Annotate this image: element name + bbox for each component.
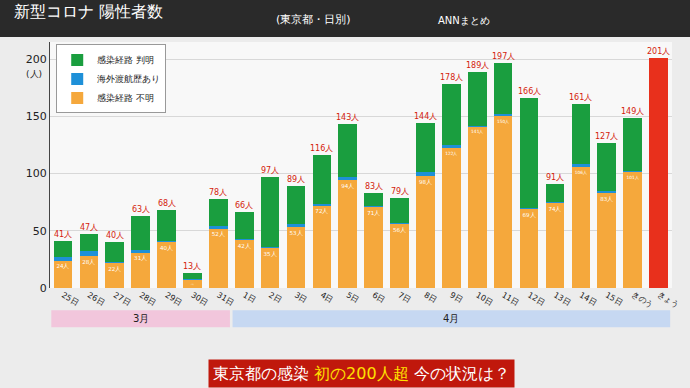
- svg-text:201人: 201人: [647, 47, 670, 56]
- svg-text:144人: 144人: [414, 112, 437, 121]
- svg-text:(東京都・日別): (東京都・日別): [276, 13, 351, 26]
- svg-text:4月: 4月: [443, 313, 459, 324]
- svg-text:10日: 10日: [474, 290, 494, 307]
- svg-text:31日: 31日: [215, 290, 235, 307]
- svg-text:3日: 3日: [293, 290, 309, 304]
- svg-text:13人: 13人: [183, 262, 201, 271]
- svg-text:6日: 6日: [371, 290, 387, 304]
- svg-text:200: 200: [26, 53, 47, 66]
- svg-text:感染経路 不明: 感染経路 不明: [97, 93, 154, 103]
- svg-text:141人: 141人: [471, 129, 483, 134]
- svg-text:68人: 68人: [158, 199, 176, 208]
- svg-text:63人: 63人: [132, 205, 150, 214]
- svg-text:きょう: きょう: [656, 290, 681, 310]
- svg-text:12日: 12日: [526, 290, 546, 307]
- svg-text:14日: 14日: [578, 290, 598, 307]
- svg-text:40人: 40人: [106, 231, 124, 240]
- svg-text:40人: 40人: [160, 245, 173, 251]
- svg-text:3月: 3月: [133, 313, 149, 324]
- svg-text:24人: 24人: [56, 263, 69, 269]
- svg-text:74人: 74人: [548, 206, 561, 212]
- svg-text:79人: 79人: [391, 187, 409, 196]
- svg-text:101人: 101人: [626, 175, 638, 180]
- svg-text:166人: 166人: [518, 87, 541, 96]
- svg-text:28人: 28人: [82, 259, 95, 265]
- svg-text:9日: 9日: [448, 290, 464, 304]
- svg-text:83人: 83人: [600, 196, 613, 202]
- svg-text:感染経路 判明: 感染経路 判明: [97, 55, 154, 65]
- svg-text:東京都の感染 初の200人超 今の状況は？: 東京都の感染 初の200人超 今の状況は？: [213, 364, 510, 383]
- svg-text:72人: 72人: [315, 208, 328, 214]
- svg-text:71人: 71人: [367, 210, 380, 216]
- svg-text:94人: 94人: [341, 183, 354, 189]
- svg-text:30日: 30日: [189, 290, 209, 307]
- svg-text:53人: 53人: [289, 230, 302, 236]
- svg-text:78人: 78人: [209, 188, 227, 197]
- svg-text:31人: 31人: [134, 255, 147, 261]
- svg-text:2日: 2日: [267, 290, 283, 304]
- svg-text:91人: 91人: [546, 173, 564, 182]
- svg-text:11日: 11日: [500, 290, 520, 307]
- svg-text:122人: 122人: [445, 151, 457, 156]
- svg-text:25日: 25日: [60, 290, 80, 307]
- svg-text:新型コロナ 陽性者数: 新型コロナ 陽性者数: [14, 2, 163, 21]
- svg-text:42人: 42人: [238, 243, 251, 249]
- svg-text:5日: 5日: [345, 290, 361, 304]
- svg-text:0: 0: [40, 282, 47, 295]
- svg-text:89人: 89人: [287, 175, 305, 184]
- svg-text:143人: 143人: [336, 113, 359, 122]
- svg-text:47人: 47人: [80, 223, 98, 232]
- svg-text:127人: 127人: [595, 132, 618, 141]
- svg-text:100: 100: [26, 167, 47, 180]
- svg-text:きのう: きのう: [630, 290, 655, 310]
- svg-text:178人: 178人: [440, 73, 463, 82]
- svg-text:ANNまとめ: ANNまとめ: [438, 15, 490, 26]
- svg-text:69人: 69人: [522, 212, 535, 218]
- svg-text:1日: 1日: [241, 290, 257, 304]
- svg-text:41人: 41人: [54, 230, 72, 239]
- svg-text:13日: 13日: [552, 290, 572, 307]
- svg-text:35人: 35人: [264, 251, 277, 257]
- svg-text:26日: 26日: [86, 290, 106, 307]
- svg-text:29日: 29日: [164, 290, 184, 307]
- svg-text:97人: 97人: [261, 166, 279, 175]
- svg-text:4日: 4日: [319, 290, 335, 304]
- svg-text:66人: 66人: [235, 201, 253, 210]
- svg-text:28日: 28日: [138, 290, 158, 307]
- svg-text:150人: 150人: [497, 119, 509, 124]
- svg-text:116人: 116人: [310, 144, 333, 153]
- svg-text:27日: 27日: [112, 290, 132, 307]
- svg-text:22人: 22人: [108, 266, 121, 272]
- svg-text:149人: 149人: [621, 107, 644, 116]
- svg-text:189人: 189人: [466, 61, 489, 70]
- svg-text:56人: 56人: [393, 227, 406, 233]
- svg-text:106人: 106人: [575, 170, 587, 175]
- svg-text:150: 150: [26, 110, 47, 123]
- svg-text:7人: 7人: [191, 283, 194, 286]
- svg-text:161人: 161人: [569, 93, 592, 102]
- svg-text:(人): (人): [26, 69, 42, 79]
- svg-text:15日: 15日: [604, 290, 624, 307]
- svg-text:197人: 197人: [492, 52, 515, 61]
- svg-text:海外渡航歴あり: 海外渡航歴あり: [97, 74, 160, 84]
- svg-text:83人: 83人: [365, 182, 383, 191]
- svg-text:52人: 52人: [212, 231, 225, 237]
- svg-text:8日: 8日: [422, 290, 438, 304]
- svg-text:7日: 7日: [397, 290, 413, 304]
- svg-text:50: 50: [33, 225, 47, 238]
- svg-text:98人: 98人: [419, 179, 432, 185]
